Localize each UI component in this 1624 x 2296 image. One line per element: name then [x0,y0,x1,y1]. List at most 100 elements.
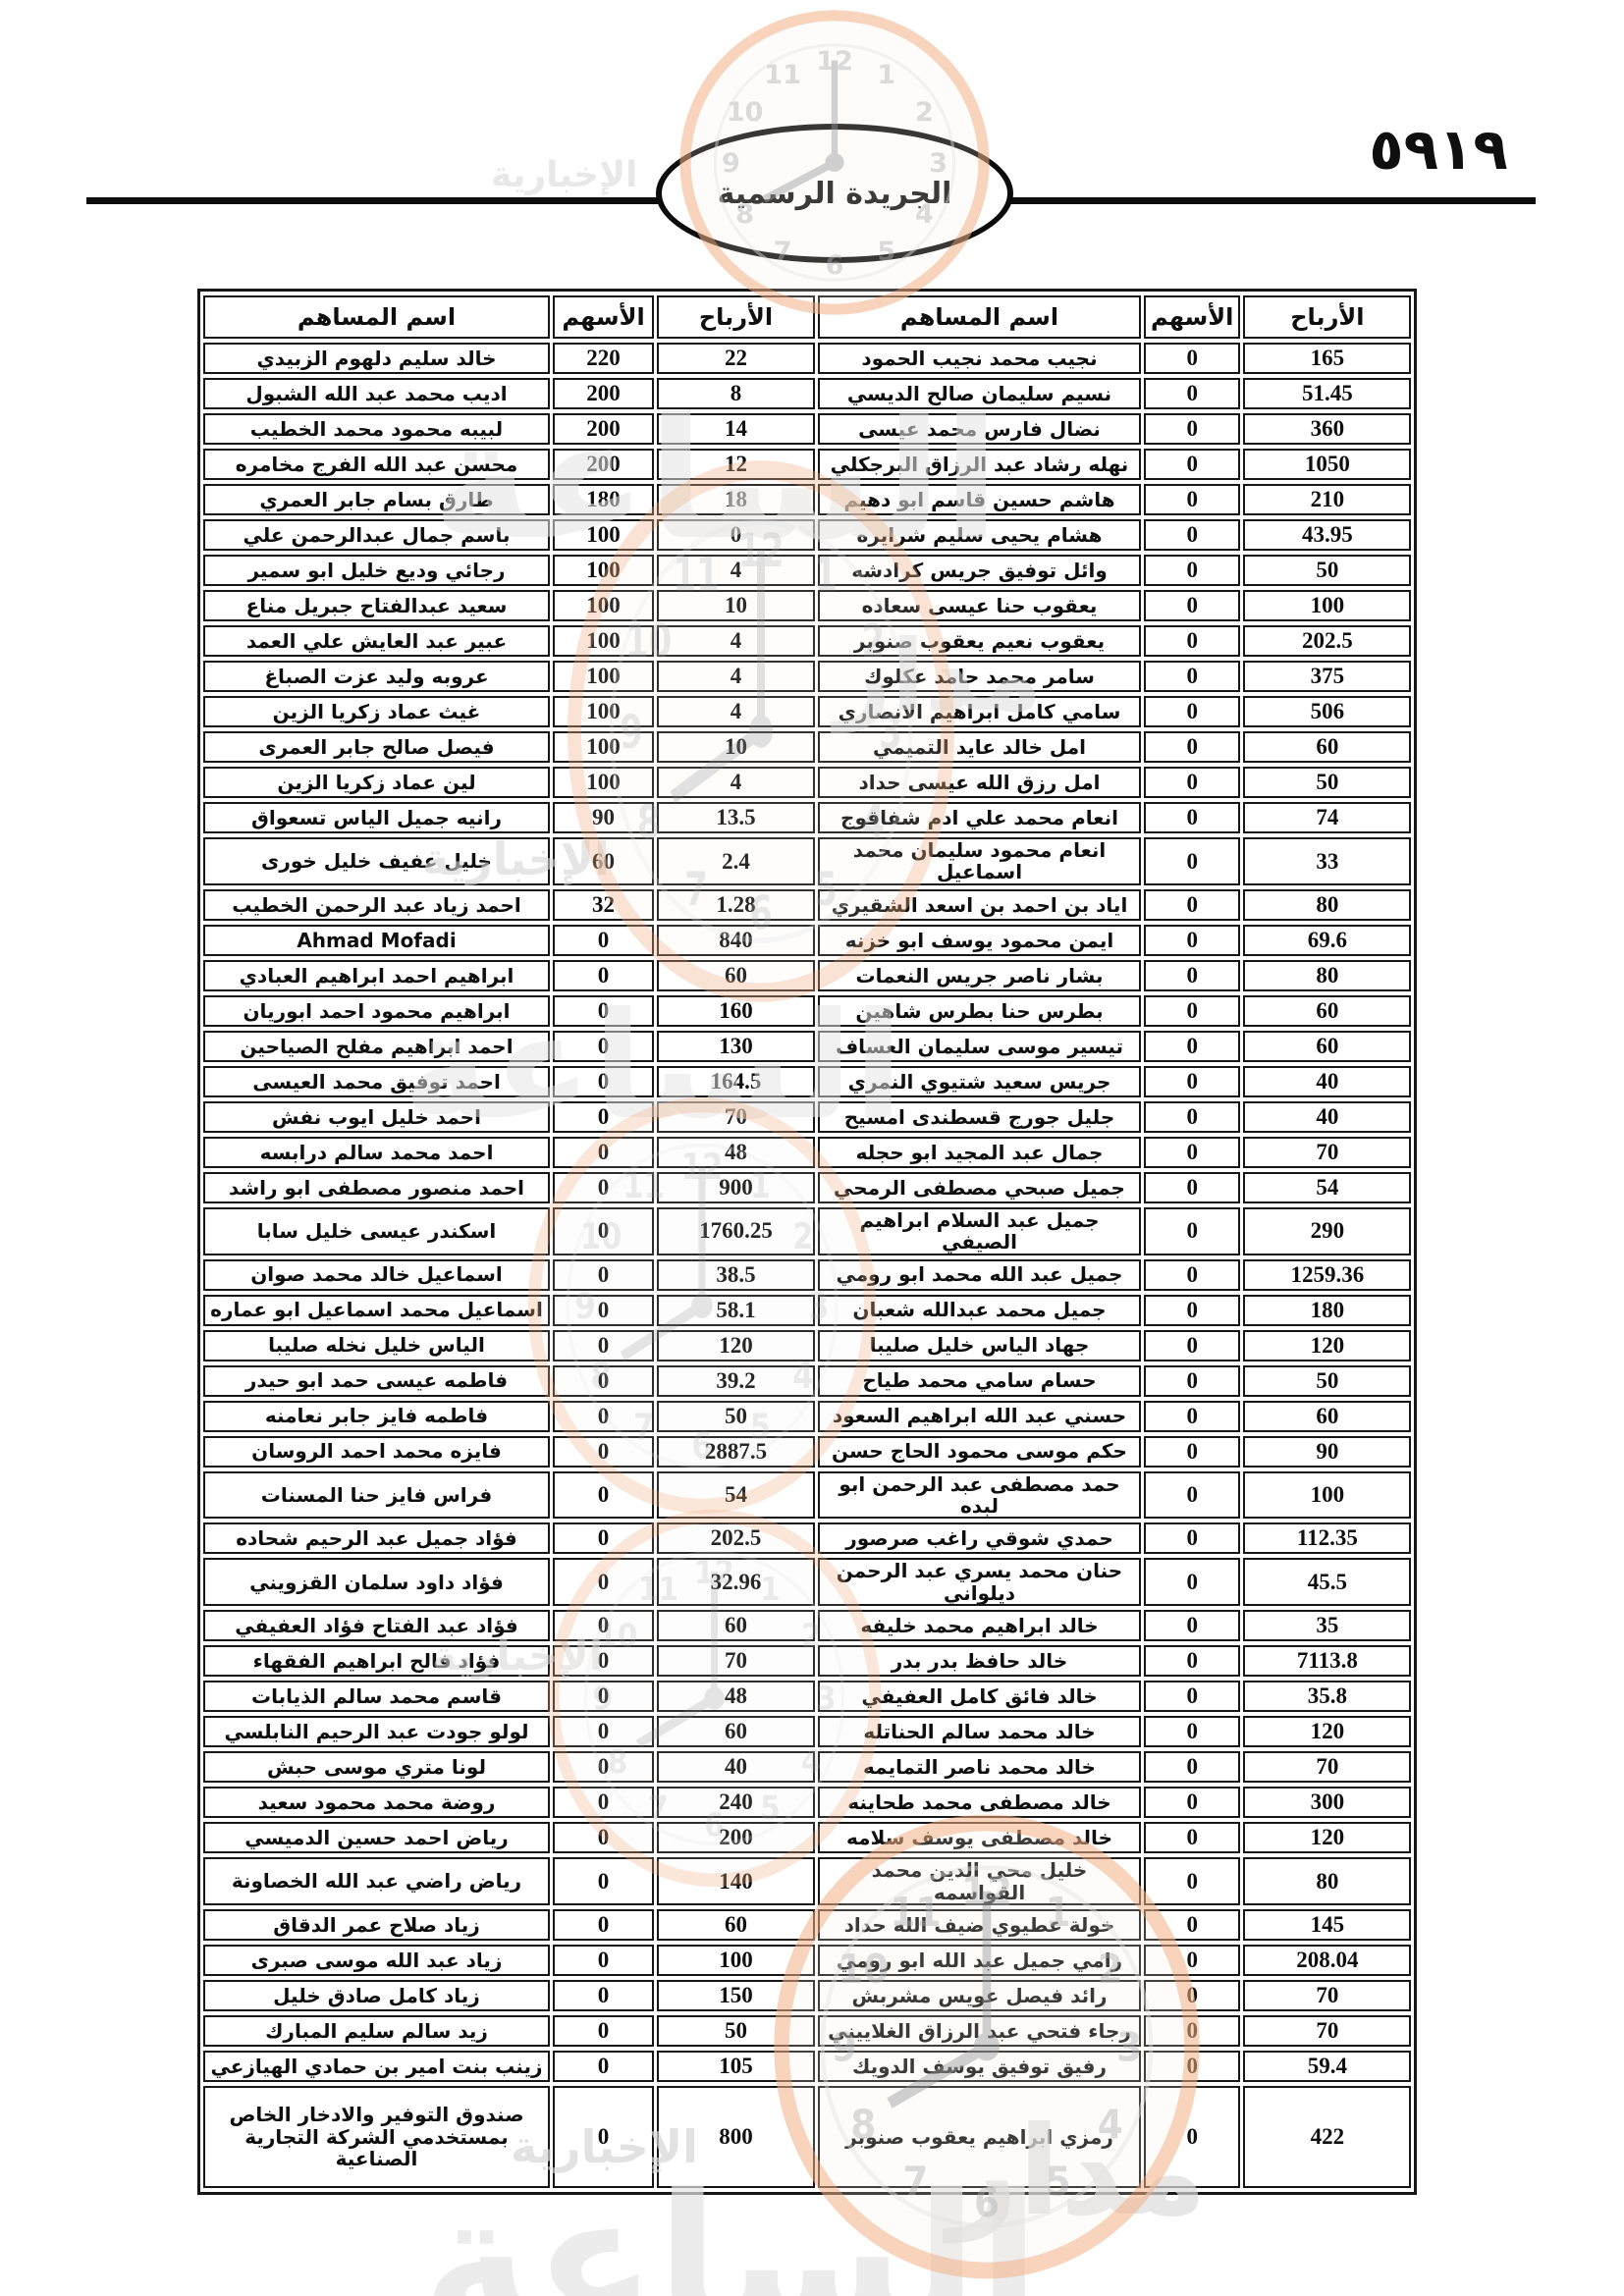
table-row: صندوق التوفير والادخار الخاص بمستخدمي ال… [203,2085,1412,2188]
shares-cell: 0 [553,994,654,1027]
shares-cell: 0 [553,1294,654,1326]
col-header-profits-left: الأرباح [657,295,815,339]
shareholder-name-cell: احمد زياد عبد الرحمن الخطيب [203,888,550,921]
shareholder-name-cell: ابراهيم محمود احمد ابوريان [203,994,550,1027]
profits-cell: 1050 [1243,449,1412,480]
shares-cell: 0 [1144,661,1241,692]
table-row: زينب بنت امير بن حمادي الهيازعي 0 105 رفيق … [203,2050,1412,2082]
shares-cell: 0 [1144,1470,1241,1520]
profits-cell: 10 [657,731,815,763]
profits-cell: 4 [657,555,815,586]
profits-cell: 360 [1243,413,1412,445]
table-row: ابراهيم محمود احمد ابوريان 0 160 بطرس حنا ب… [203,994,1412,1027]
profits-cell: 180 [1243,1294,1412,1326]
col-header-name-right: اسم المساهم [818,295,1141,339]
shares-cell: 0 [1144,1716,1241,1748]
shareholder-name-cell: خالد محمد سالم الحناتله [818,1716,1141,1748]
profits-cell: 150 [657,1979,815,2011]
shares-cell: 0 [553,1435,654,1468]
profits-cell: 80 [1243,888,1412,921]
profits-cell: 1.28 [657,888,815,921]
shares-cell: 0 [553,1136,654,1168]
shares-cell: 180 [553,484,654,515]
shares-cell: 0 [553,1171,654,1203]
shareholder-name-cell: رجاء فتحي عبد الرزاق الغلاييني [818,2014,1141,2047]
profits-cell: 1259.36 [1243,1258,1412,1291]
svg-text:2: 2 [915,97,934,128]
shares-cell: 0 [553,1206,654,1255]
shareholder-name-cell: ايمن محمود يوسف ابو خزنه [818,924,1141,956]
shares-cell: 0 [553,1030,654,1062]
profits-cell: 300 [1243,1787,1412,1819]
shares-cell: 0 [553,1329,654,1362]
shareholder-name-cell: فايزه محمد احمد الروسان [203,1435,550,1468]
profits-cell: 40 [657,1751,815,1784]
table-row: لونا متري موسى حبش 0 40 خالد محمد ناصر التم… [203,1751,1412,1784]
profits-cell: 60 [657,1716,815,1748]
table-row: الياس خليل نخله صليبا 0 120 جهاد الياس خليل… [203,1329,1412,1362]
shareholder-name-cell: جريس سعيد شتيوي النمري [818,1065,1141,1097]
profits-cell: 59.4 [1243,2050,1412,2082]
shares-cell: 0 [553,1364,654,1397]
profits-cell: 43.95 [1243,519,1412,551]
page-number: ٥٩١٩ [1369,116,1508,183]
table-row: احمد توفيق محمد العيسى 0 164.5 جريس سعيد شت… [203,1065,1412,1097]
profits-cell: 1760.25 [657,1206,815,1255]
table-row: فيصل صالح جابر العمرى 100 10 امل خالد عايد … [203,731,1412,763]
profits-cell: 422 [1243,2085,1412,2188]
shareholder-name-cell: حسني عبد الله ابراهيم السعود [818,1400,1141,1432]
shareholder-name-cell: خالد حافظ بدر بدر [818,1645,1141,1678]
shareholder-name-cell: حكم موسى محمود الحاج حسن [818,1435,1141,1468]
profits-cell: 120 [1243,1329,1412,1362]
profits-cell: 50 [1243,555,1412,586]
shares-cell: 0 [1144,343,1241,374]
profits-cell: 10 [657,590,815,621]
shareholder-name-cell: لين عماد زكريا الزين [203,767,550,798]
shares-cell: 0 [1144,1329,1241,1362]
svg-text:12: 12 [816,46,853,77]
shares-cell: 0 [1144,1610,1241,1642]
shareholder-name-cell: احمد خليل ايوب نفش [203,1100,550,1133]
shares-cell: 0 [1144,555,1241,586]
profits-cell: 100 [1243,1470,1412,1520]
shares-cell: 0 [1144,994,1241,1027]
profits-cell: 45.5 [1243,1558,1412,1607]
shares-cell: 0 [553,1716,654,1748]
shares-cell: 0 [553,1065,654,1097]
shares-cell: 0 [553,2014,654,2047]
shares-cell: 0 [1144,519,1241,551]
profits-cell: 0 [657,519,815,551]
profits-cell: 40 [1243,1065,1412,1097]
profits-cell: 18 [657,484,815,515]
table-row: فؤاد داود سلمان القزويني 0 32.96 حنان محمد … [203,1558,1412,1607]
table-row: احمد محمد سالم درابسه 0 48 جمال عبد المجيد … [203,1136,1412,1168]
shares-cell: 0 [1144,1364,1241,1397]
shares-cell: 0 [553,2085,654,2188]
shareholder-name-cell: فؤاد فالح ابراهيم الفقهاء [203,1645,550,1678]
shares-cell: 60 [553,837,654,885]
profits-cell: 105 [657,2050,815,2082]
shares-cell: 0 [1144,1030,1241,1062]
shares-cell: 100 [553,731,654,763]
shares-cell: 0 [1144,1681,1241,1713]
profits-cell: 2887.5 [657,1435,815,1468]
table-row: فؤاد عبد الفتاح فؤاد العفيفي 0 60 خالد ابرا… [203,1610,1412,1642]
shareholder-name-cell: اسماعيل محمد اسماعيل ابو عماره [203,1294,550,1326]
table-row: احمد منصور مصطفى ابو راشد 0 900 جميل صبحي م… [203,1171,1412,1203]
profits-cell: 120 [657,1329,815,1362]
shareholder-name-cell: خالد مصطفى محمد طحاينه [818,1787,1141,1819]
shares-cell: 200 [553,449,654,480]
shares-cell: 0 [1144,1944,1241,1976]
shareholder-name-cell: زينب بنت امير بن حمادي الهيازعي [203,2050,550,2082]
shares-cell: 0 [1144,2050,1241,2082]
shares-cell: 100 [553,590,654,621]
profits-cell: 22 [657,343,815,374]
col-header-profits-right: الأرباح [1243,295,1412,339]
profits-cell: 200 [657,1822,815,1854]
shares-cell: 0 [553,959,654,991]
shares-cell: 0 [1144,1522,1241,1555]
table-row: احمد زياد عبد الرحمن الخطيب 32 1.28 اياد بن… [203,888,1412,921]
shareholder-name-cell: وائل توفيق جريس كرادشه [818,555,1141,586]
shareholder-name-cell: لونا متري موسى حبش [203,1751,550,1784]
shareholder-name-cell: رياض احمد حسين الدميسي [203,1822,550,1854]
